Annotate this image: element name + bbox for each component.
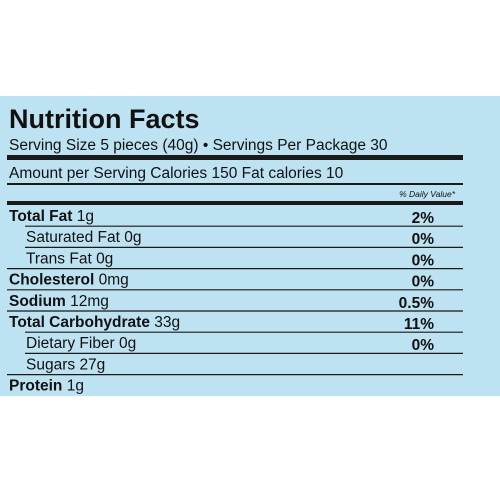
nutrient-line: Trans Fat 0g [26, 250, 113, 267]
nutrient-line: Cholesterol 0mg [9, 272, 129, 289]
daily-value: 11% [404, 316, 434, 333]
nutrient-name: Total Fat [9, 208, 72, 225]
amount-line: Amount per Serving Calories 150 Fat calo… [9, 165, 344, 182]
nutrient-amount: 1g [67, 378, 84, 395]
nutrient-name: Total Carbohydrate [9, 314, 150, 331]
nutrient-line: Total Fat 1g [9, 208, 94, 225]
nutrient-line: Sugars 27g [26, 356, 105, 373]
nutrient-line: Sodium 12mg [9, 293, 109, 310]
nutrient-rows: Total Fat 1g 2% Saturated Fat 0g 0% Trans Fa… [7, 208, 463, 395]
nutrient-name: Saturated Fat [26, 229, 121, 246]
nutrient-name: Trans Fat [26, 250, 92, 267]
nutrient-name: Protein [9, 378, 62, 395]
label-background [0, 96, 500, 396]
nutrient-name: Sugars [26, 356, 75, 373]
nutrient-name: Sodium [9, 293, 66, 310]
nutrient-amount: 0g [96, 250, 113, 267]
nutrient-line: Total Carbohydrate 33g [9, 314, 180, 331]
serving-info: Serving Size 5 pieces (40g) • Servings P… [9, 137, 388, 154]
thick-rule [7, 155, 463, 160]
daily-value: 0% [412, 337, 435, 354]
nutrient-amount: 0g [124, 229, 141, 246]
daily-value: 0% [412, 231, 435, 248]
title: Nutrition Facts [9, 104, 200, 134]
daily-value-header: % Daily Value* [399, 189, 456, 199]
nutrient-line: Saturated Fat 0g [26, 229, 141, 246]
nutrient-amount: 33g [154, 314, 180, 331]
nutrient-amount: 12mg [70, 293, 109, 310]
nutrient-amount: 0mg [99, 272, 129, 289]
thick-rule [7, 201, 463, 205]
daily-value: 0% [412, 252, 435, 269]
nutrient-amount: 1g [77, 208, 94, 225]
nutrient-name: Dietary Fiber [26, 335, 115, 352]
daily-value: 0.5% [399, 295, 435, 312]
nutrient-amount: 0g [119, 335, 136, 352]
daily-value: 0% [412, 274, 435, 291]
daily-value: 2% [412, 210, 435, 227]
nutrient-name: Cholesterol [9, 272, 94, 289]
nutrient-amount: 27g [79, 356, 105, 373]
nutrient-line: Dietary Fiber 0g [26, 335, 136, 352]
nutrient-line: Protein 1g [9, 378, 84, 395]
